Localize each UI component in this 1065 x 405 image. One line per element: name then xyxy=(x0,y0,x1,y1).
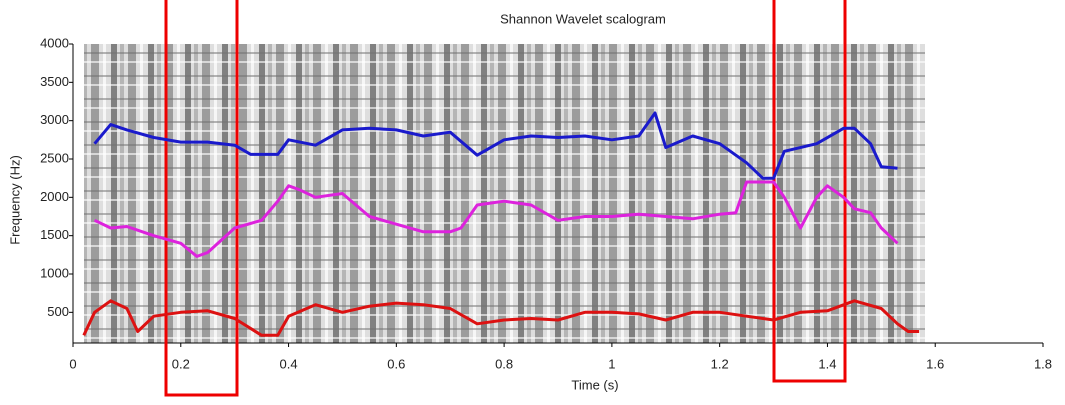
y-tick-label: 2500 xyxy=(40,150,69,165)
y-tick-label: 3500 xyxy=(40,74,69,89)
formant-line xyxy=(82,299,920,337)
y-tick-label: 1000 xyxy=(40,265,69,280)
x-tick-label: 0.2 xyxy=(172,356,190,371)
y-axis-label: Frequency (Hz) xyxy=(7,155,22,245)
x-tick-label: 0.4 xyxy=(280,356,298,371)
formant-line xyxy=(93,180,899,258)
x-tick-label: 0.8 xyxy=(495,356,513,371)
x-tick-label: 1.6 xyxy=(926,356,944,371)
x-tick-label: 0 xyxy=(69,356,76,371)
x-tick-label: 0.6 xyxy=(387,356,405,371)
y-tick-label: 4000 xyxy=(40,35,69,50)
scalogram-image xyxy=(84,44,925,343)
formant-line xyxy=(93,111,898,180)
chart-title: Shannon Wavelet scalogram xyxy=(500,11,666,26)
y-tick-label: 3000 xyxy=(40,112,69,127)
x-tick-label: 1 xyxy=(608,356,615,371)
x-tick-label: 1.2 xyxy=(711,356,729,371)
highlight-box xyxy=(164,0,239,397)
y-tick-label: 500 xyxy=(47,304,69,319)
x-tick-label: 1.4 xyxy=(818,356,836,371)
highlight-box xyxy=(772,0,847,383)
y-tick-label: 2000 xyxy=(40,189,69,204)
x-tick-label: 1.8 xyxy=(1034,356,1052,371)
x-axis-label: Time (s) xyxy=(571,377,618,392)
y-tick-label: 1500 xyxy=(40,227,69,242)
